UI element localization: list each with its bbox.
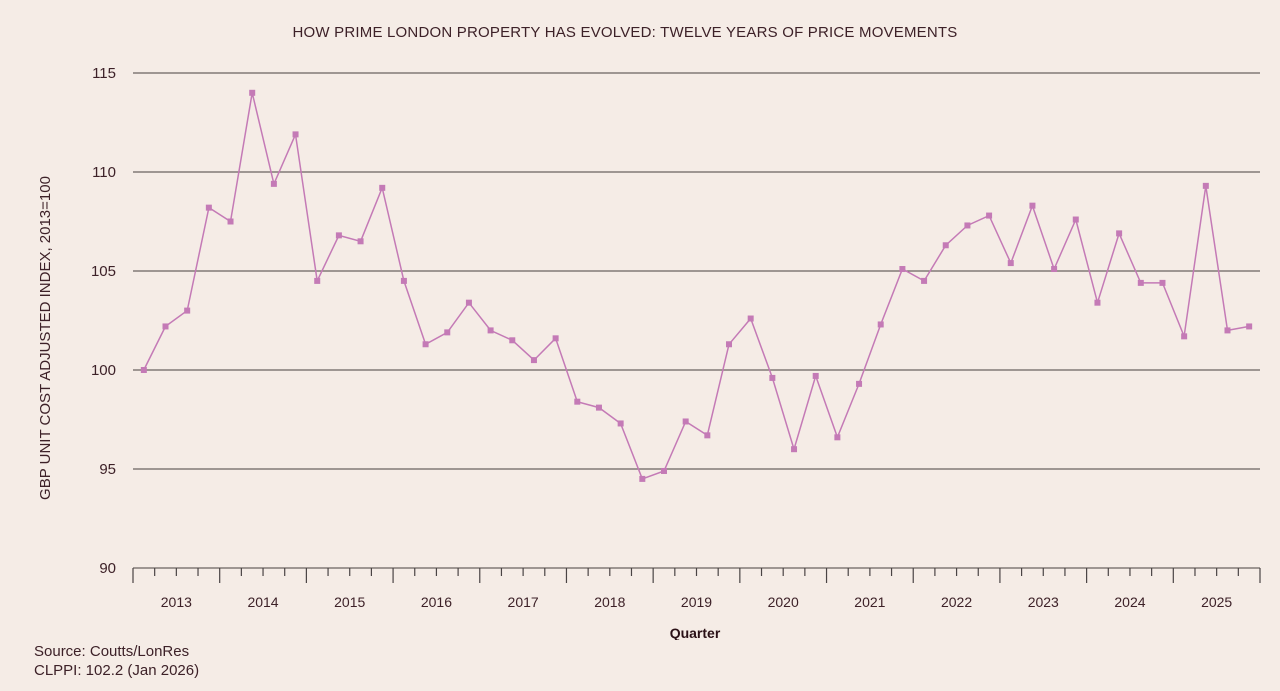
data-point (249, 89, 256, 96)
data-point (617, 420, 624, 427)
x-tick-label: 2016 (421, 594, 452, 610)
x-tick-label: 2021 (854, 594, 885, 610)
x-tick-label: 2018 (594, 594, 625, 610)
data-point (422, 341, 429, 348)
x-axis-label: Quarter (670, 625, 721, 640)
data-point (595, 404, 602, 411)
source-note: Source: Coutts/LonRes (34, 643, 190, 660)
data-point (509, 337, 516, 344)
x-axis: 2013 2014 2015 2016 2017 2018 2019 2020 2021 2022… (132, 567, 1261, 610)
x-tick-label: 2013 (161, 594, 192, 610)
data-point (1029, 202, 1036, 209)
data-point (747, 315, 754, 322)
series-line (143, 92, 1250, 480)
x-tick-label: 2023 (1028, 594, 1059, 610)
data-point (1181, 333, 1188, 340)
data-point (660, 467, 667, 474)
x-tick-label: 2015 (334, 594, 365, 610)
chart-footer: Source: Coutts/LonRes CLPPI: 102.2 (Jan … (34, 642, 199, 680)
data-point (574, 398, 581, 405)
data-point (704, 432, 711, 439)
x-tick-label: 2014 (247, 594, 278, 610)
x-tick-label: 2024 (1114, 594, 1145, 610)
data-point (942, 242, 949, 249)
data-point (834, 434, 841, 441)
data-point (379, 184, 386, 191)
y-axis-ticks: 90 95 100 105 110 115 (91, 65, 116, 577)
y-tick-label: 115 (92, 65, 116, 82)
data-point (1116, 230, 1123, 237)
data-point (400, 277, 407, 284)
chart-title: HOW PRIME LONDON PROPERTY HAS EVOLVED: T… (293, 24, 958, 41)
data-point (1159, 279, 1166, 286)
data-point (357, 238, 364, 245)
x-tick-label: 2025 (1201, 594, 1232, 610)
plot-area (140, 89, 1253, 482)
data-point (530, 357, 537, 364)
y-tick-label: 100 (91, 362, 116, 379)
data-point (769, 374, 776, 381)
data-point (1007, 260, 1014, 267)
y-tick-label: 90 (99, 560, 116, 577)
data-point (1051, 266, 1058, 273)
data-point (682, 418, 689, 425)
data-point (1094, 299, 1101, 306)
data-point (899, 266, 906, 273)
current-value-note: CLPPI: 102.2 (Jan 2026) (34, 662, 200, 679)
data-point (877, 321, 884, 328)
data-point (162, 323, 169, 330)
y-tick-label: 105 (91, 263, 116, 280)
x-tick-label: 2022 (941, 594, 972, 610)
data-point (140, 367, 147, 373)
data-point (964, 222, 971, 229)
data-point (1224, 327, 1231, 334)
data-point (1202, 182, 1209, 189)
data-point (639, 475, 646, 482)
x-tick-label: 2019 (681, 594, 712, 610)
data-point (552, 335, 559, 342)
y-axis-label: GBP UNIT COST ADJUSTED INDEX, 2013=100 (37, 176, 54, 500)
data-point (726, 341, 733, 348)
data-point (227, 218, 234, 225)
y-tick-label: 95 (99, 461, 116, 478)
data-point (184, 307, 191, 314)
data-point (856, 380, 863, 387)
data-point (1137, 279, 1144, 286)
gridlines (133, 72, 1260, 470)
x-tick-label: 2020 (768, 594, 799, 610)
data-point (812, 372, 819, 379)
data-point (270, 180, 277, 187)
data-point (986, 212, 993, 219)
data-point (921, 277, 928, 284)
y-tick-label: 110 (92, 164, 116, 181)
data-point (465, 299, 472, 306)
chart: HOW PRIME LONDON PROPERTY HAS EVOLVED: T… (37, 24, 1261, 640)
data-point (487, 327, 494, 334)
data-point (205, 204, 212, 211)
x-tick-label: 2017 (508, 594, 539, 610)
data-point (314, 277, 321, 284)
data-point (1246, 323, 1253, 330)
data-point (791, 446, 798, 453)
data-point (292, 131, 299, 138)
data-point (444, 329, 451, 336)
data-point (1072, 216, 1079, 223)
data-point (335, 232, 342, 239)
